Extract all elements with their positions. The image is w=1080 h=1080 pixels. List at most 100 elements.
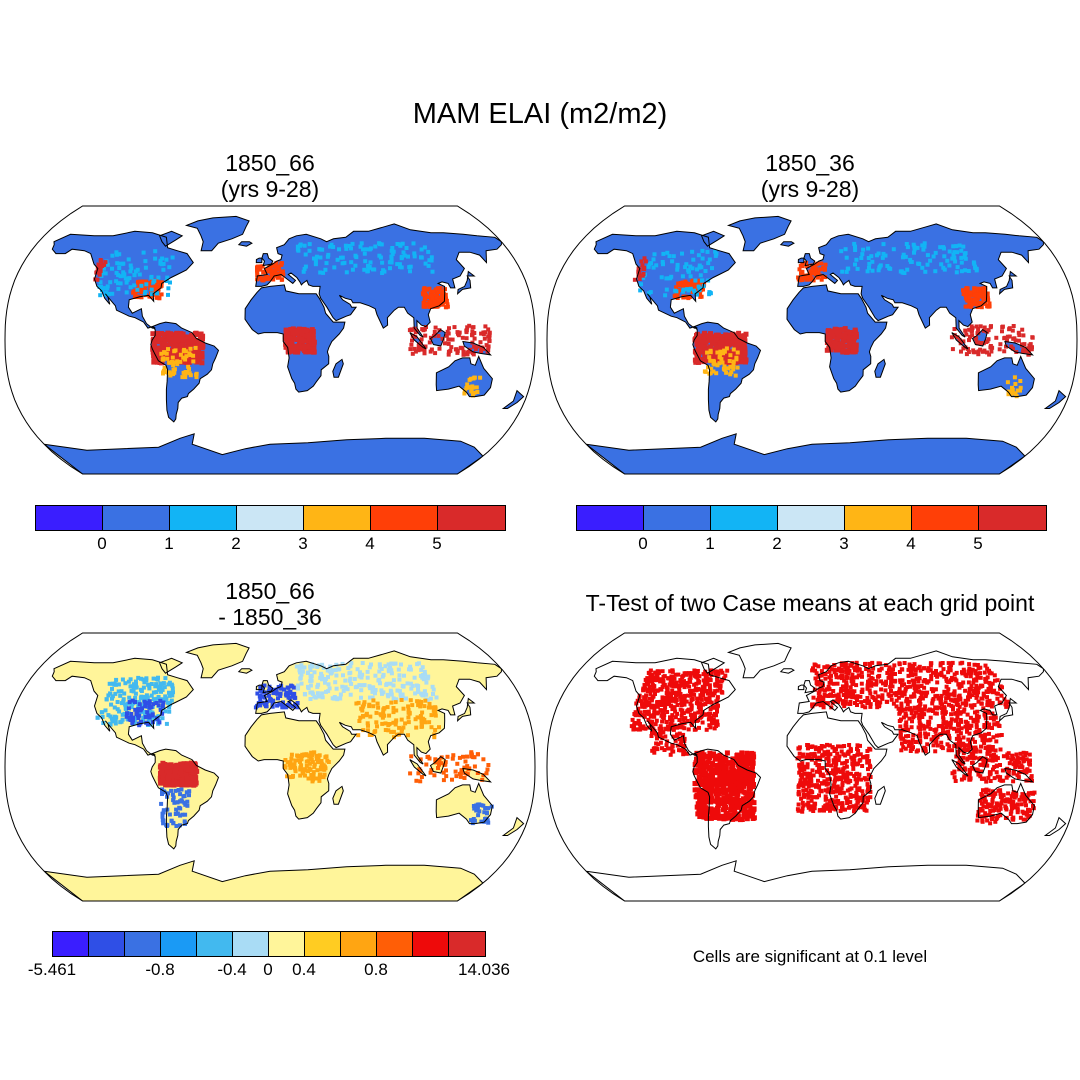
grid-cell: [440, 336, 445, 341]
coastline-southAmerica: [150, 748, 220, 850]
grid-cell: [729, 764, 735, 770]
grid-cell: [738, 773, 744, 779]
grid-cell: [947, 263, 952, 268]
grid-cell: [472, 336, 477, 341]
grid-cell: [296, 686, 300, 691]
grid-cell: [161, 343, 167, 349]
grid-cell: [666, 676, 671, 681]
grid-cell: [696, 338, 702, 344]
grid-cell: [366, 263, 370, 268]
grid-cell: [301, 767, 306, 772]
grid-cell: [704, 357, 710, 363]
grid-cell: [667, 727, 672, 732]
grid-cell: [136, 716, 141, 721]
grid-cell: [854, 796, 859, 801]
grid-cell: [976, 349, 981, 354]
grid-cell: [694, 669, 699, 674]
grid-cell: [854, 790, 859, 795]
grid-cell: [141, 677, 146, 682]
grid-cell: [800, 264, 805, 269]
grid-cell: [727, 359, 732, 363]
coastline-britain: [803, 253, 816, 267]
grid-cell: [310, 760, 315, 765]
grid-cell: [123, 703, 128, 708]
grid-cell: [733, 359, 739, 365]
grid-cell: [821, 265, 826, 270]
grid-cell: [835, 336, 841, 342]
grid-cell: [675, 262, 680, 267]
grid-cell: [677, 282, 682, 287]
grid-cell: [723, 353, 729, 359]
grid-cell: [669, 692, 674, 697]
map-significance: [546, 632, 1078, 902]
grid-cell: [653, 722, 658, 727]
grid-cell: [920, 243, 925, 248]
grid-cell: [668, 669, 673, 674]
grid-cell: [167, 265, 172, 270]
grid-cell: [687, 677, 692, 682]
grid-cell: [350, 267, 355, 272]
grid-cell: [383, 664, 388, 669]
grid-cell: [310, 664, 315, 669]
grid-cell: [171, 795, 176, 800]
grid-cell: [978, 289, 983, 294]
grid-cell: [410, 683, 415, 688]
grid-cell: [422, 717, 427, 722]
grid-cell: [145, 710, 150, 715]
grid-cell: [406, 707, 411, 712]
grid-cell: [852, 809, 856, 814]
grid-cell: [191, 359, 196, 364]
grid-cell: [801, 752, 806, 757]
grid-cell: [830, 745, 835, 750]
grid-cell: [846, 749, 851, 754]
grid-cell: [431, 692, 435, 696]
grid-cell: [274, 687, 279, 692]
grid-cell: [989, 704, 994, 709]
grid-cell: [325, 668, 330, 673]
grid-cell: [829, 763, 834, 768]
grid-cell: [441, 778, 446, 783]
grid-cell: [835, 751, 840, 756]
grid-cell: [170, 360, 174, 364]
grid-cell: [379, 667, 384, 671]
grid-cell: [131, 689, 136, 694]
grid-cell: [325, 758, 330, 763]
grid-cell: [842, 744, 847, 748]
grid-cell: [437, 725, 441, 730]
grid-cell: [632, 277, 637, 282]
grid-cell: [798, 768, 803, 772]
grid-cell: [282, 687, 286, 692]
grid-cell: [413, 330, 418, 334]
grid-cell: [445, 754, 450, 759]
grid-cell: [855, 743, 860, 748]
grid-cell: [797, 755, 802, 760]
grid-cell: [302, 752, 307, 757]
grid-cell: [700, 689, 704, 694]
grid-cell: [929, 673, 934, 678]
grid-cell: [710, 811, 715, 817]
grid-cell: [476, 344, 481, 349]
grid-cell: [903, 254, 908, 259]
grid-cell: [328, 671, 333, 676]
grid-cell: [836, 769, 841, 774]
grid-cell: [686, 671, 691, 676]
grid-cell: [664, 287, 669, 292]
grid-cell: [706, 778, 711, 784]
grid-cell: [429, 713, 434, 718]
grid-cell: [674, 285, 679, 290]
grid-cell: [708, 787, 714, 793]
grid-cell: [159, 292, 164, 297]
grid-cell: [801, 793, 806, 797]
grid-cell: [141, 715, 146, 720]
grid-cell: [422, 291, 427, 296]
coastline-eurasia: [797, 223, 1044, 338]
grid-cell: [938, 245, 943, 250]
grid-cell: [160, 256, 165, 261]
grid-cell: [678, 692, 683, 696]
grid-cell: [288, 765, 293, 770]
panel-title-line2: (yrs 9-28): [220, 176, 320, 202]
grid-cell: [326, 675, 330, 680]
grid-cell: [738, 762, 744, 768]
grid-cell: [271, 277, 276, 282]
grid-cell: [479, 349, 484, 353]
